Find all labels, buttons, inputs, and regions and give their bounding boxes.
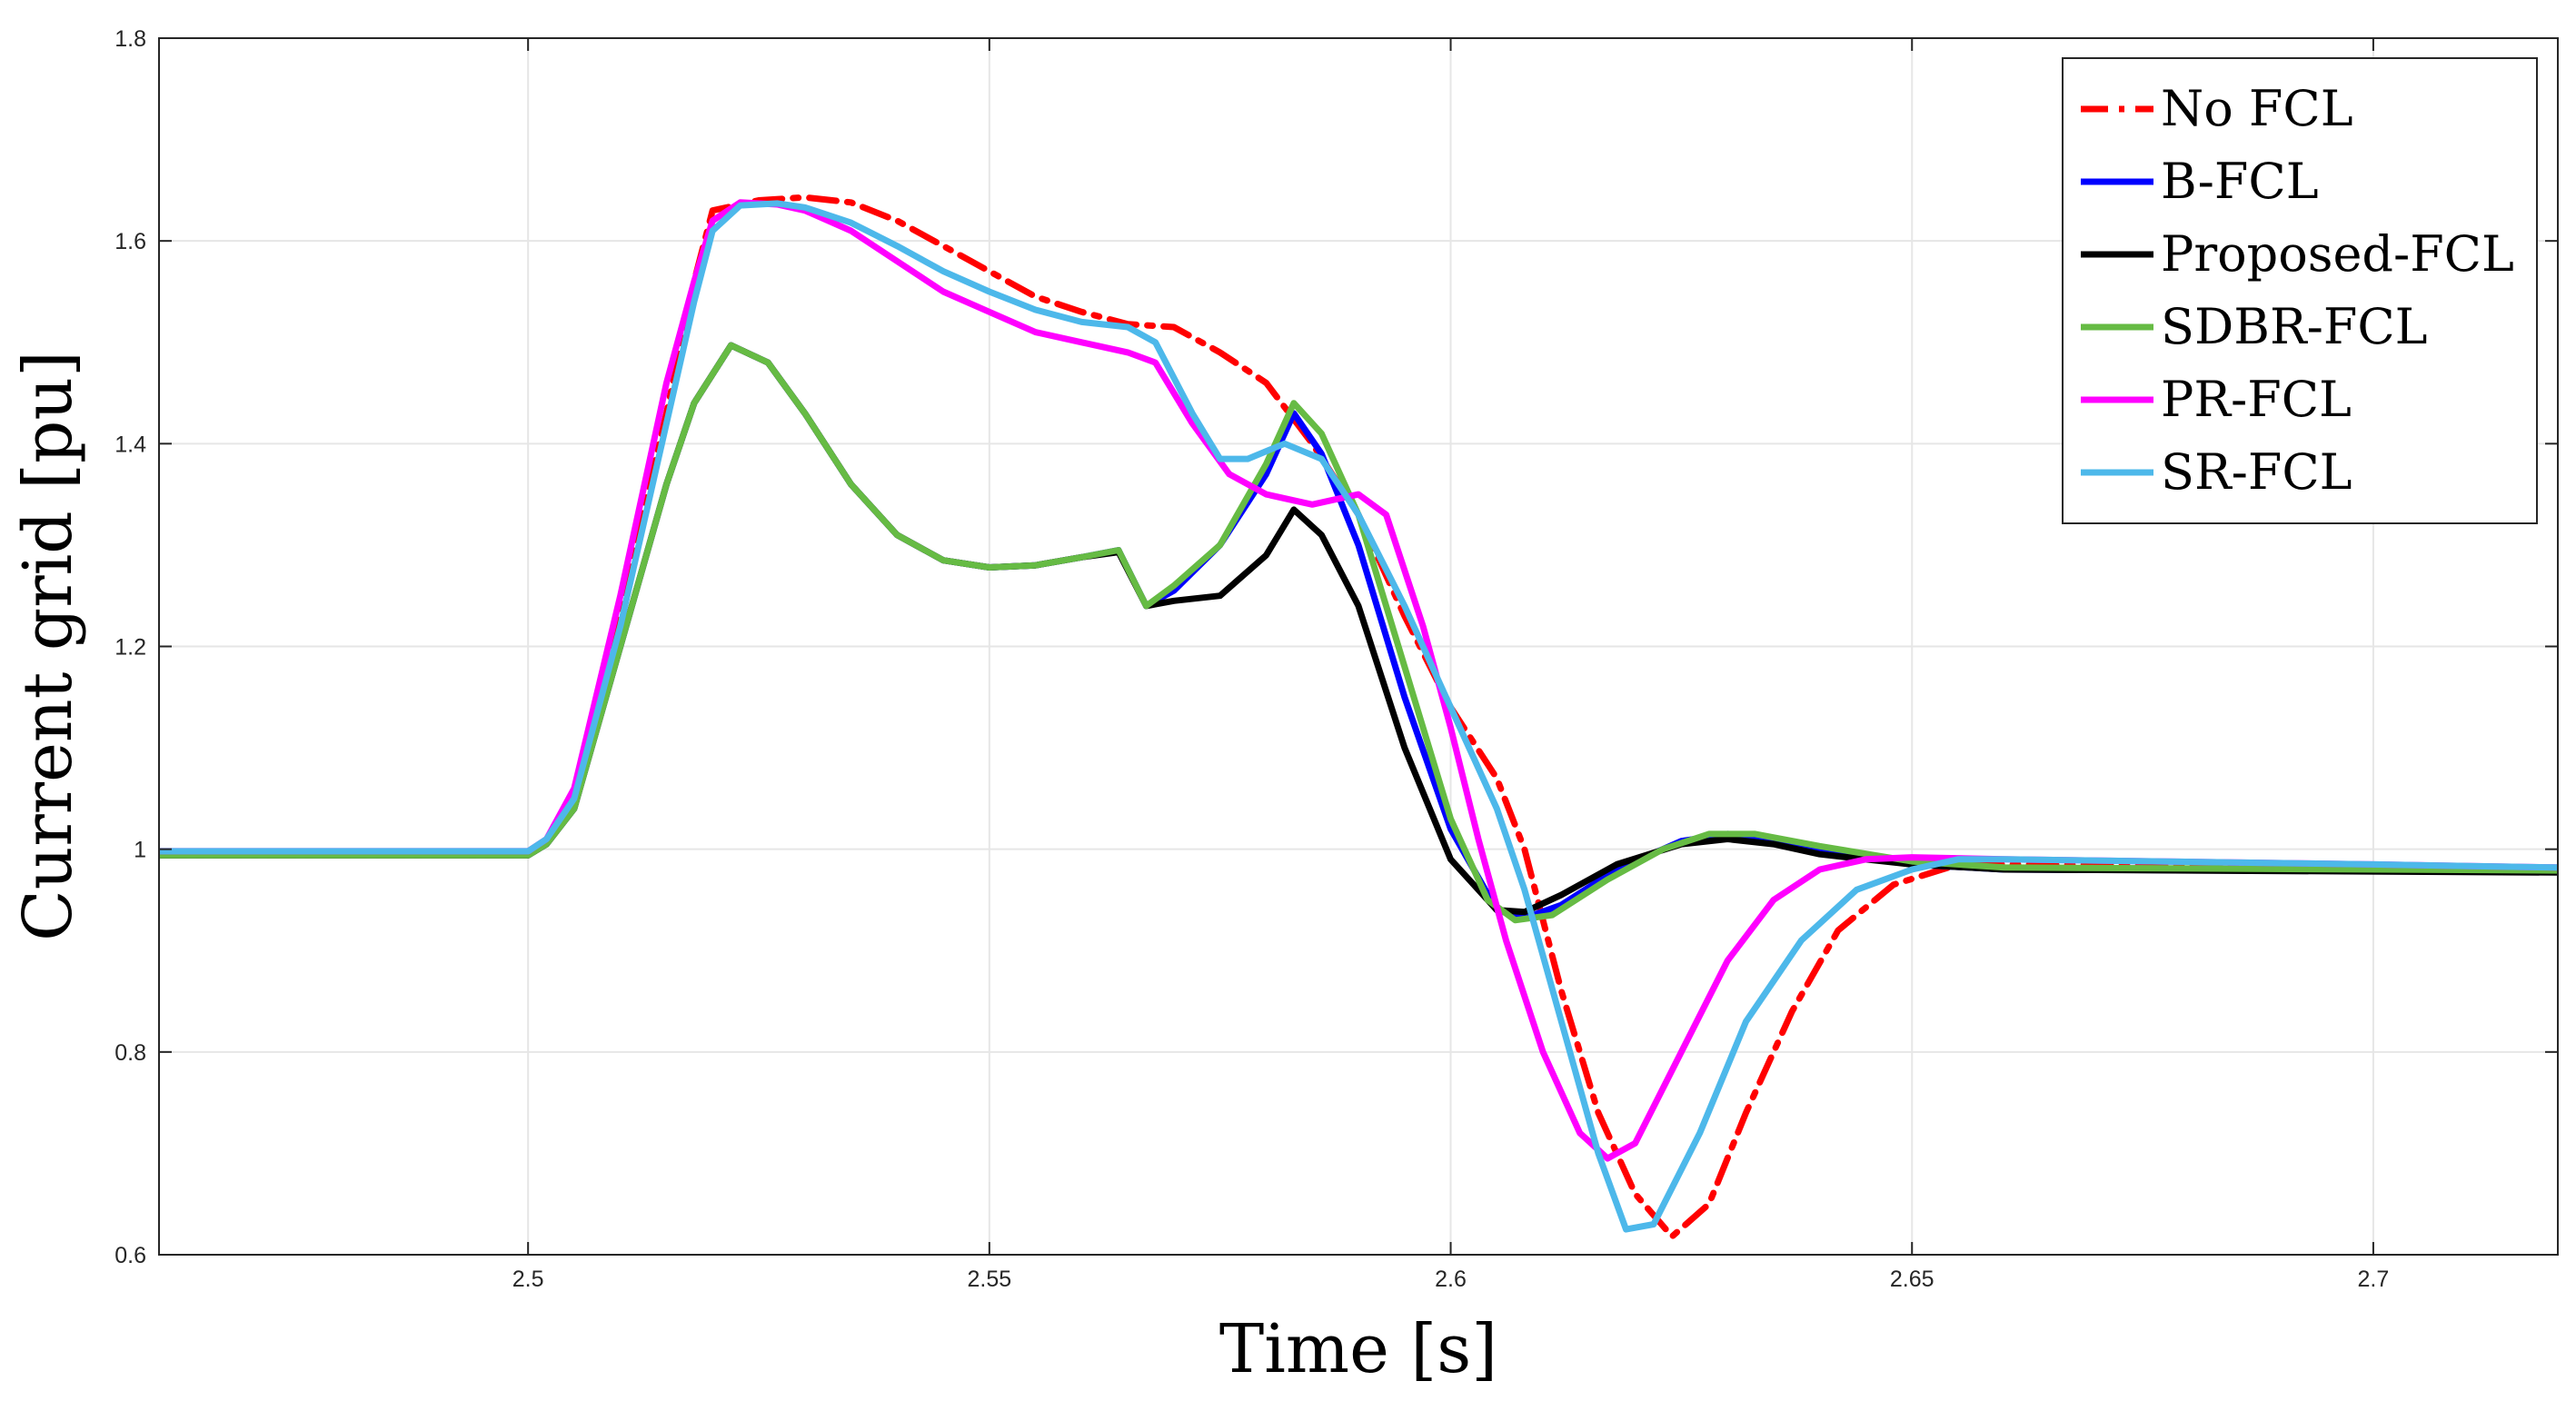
x-tick-label: 2.7 bbox=[2358, 1267, 2390, 1292]
x-tick-label: 2.55 bbox=[968, 1267, 1012, 1292]
series-line-sr-fcl bbox=[159, 200, 2558, 1233]
x-tick-label: 2.6 bbox=[1435, 1267, 1467, 1292]
y-axis-title: Current grid [pu] bbox=[9, 351, 87, 941]
y-tick-label: 1.4 bbox=[114, 432, 146, 457]
x-tick-label: 2.5 bbox=[512, 1267, 544, 1292]
x-axis-title: Time [s] bbox=[1219, 1310, 1497, 1388]
series-lines bbox=[159, 194, 2558, 1240]
axis-ticks: 2.5 2.55 2.6 2.65 2.7 0.6 0.8 1 1.2 1.4 1.6 1.8 bbox=[114, 26, 2558, 1292]
legend-box bbox=[2062, 57, 2538, 524]
y-tick-label: 1.6 bbox=[114, 229, 146, 254]
series-line-sdbr-fcl bbox=[159, 342, 2558, 924]
y-tick-label: 1.2 bbox=[114, 635, 146, 661]
y-tick-label: 0.8 bbox=[114, 1040, 146, 1066]
legend-label-proposed-fcl: Proposed-FCL bbox=[2161, 225, 2514, 283]
x-tick-label: 2.65 bbox=[1890, 1267, 1934, 1292]
y-tick-label: 1 bbox=[134, 838, 146, 863]
legend-label-no-fcl: No FCL bbox=[2161, 80, 2353, 137]
legend-label-pr-fcl: PR-FCL bbox=[2161, 371, 2352, 428]
legend-label-sr-fcl: SR-FCL bbox=[2161, 443, 2352, 501]
y-tick-label: 1.8 bbox=[114, 26, 146, 52]
legend-label-sdbr-fcl: SDBR-FCL bbox=[2161, 298, 2428, 355]
legend-label-b-fcl: B-FCL bbox=[2161, 153, 2319, 210]
legend: No FCL B-FCL Proposed-FCL SDBR-FCL PR-FCL SR-… bbox=[2062, 57, 2538, 524]
y-tick-label: 0.6 bbox=[114, 1243, 146, 1268]
